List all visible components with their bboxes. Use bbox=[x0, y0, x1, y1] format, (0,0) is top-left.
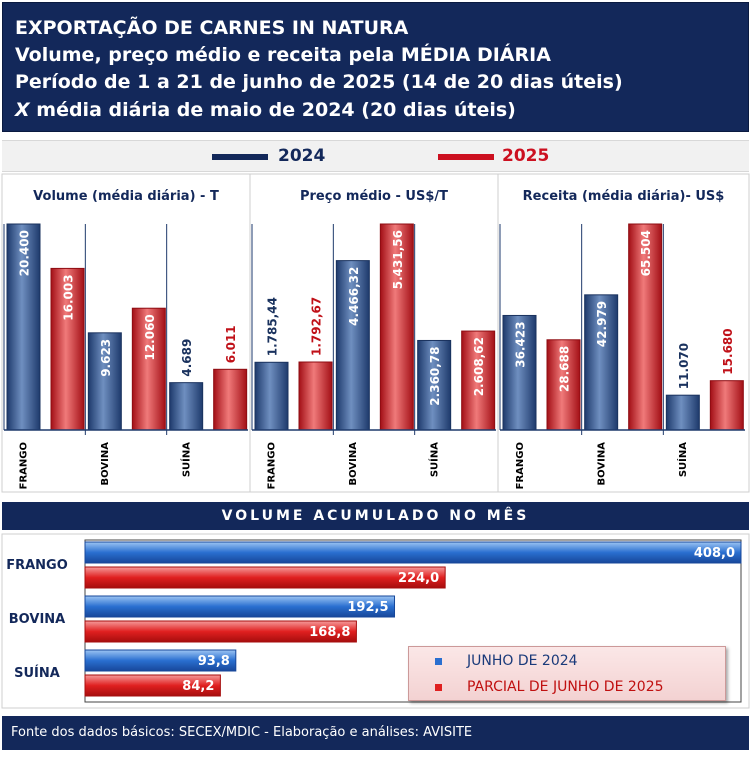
header-comparison-prefix: X bbox=[15, 99, 30, 121]
bar-suína-2025 bbox=[213, 368, 248, 431]
bar-suína-2024 bbox=[665, 394, 700, 431]
legend-2025-swatch bbox=[438, 154, 494, 160]
bar-bovina-2024 bbox=[87, 332, 122, 431]
bar-bovina-2024 bbox=[335, 260, 370, 431]
bar-value-label: 5.431,56 bbox=[391, 230, 405, 289]
monthly-volume-title: VOLUME ACUMULADO NO MÊS bbox=[2, 502, 749, 530]
bar-frango-2024 bbox=[502, 314, 537, 431]
bar-frango-2025 bbox=[50, 267, 85, 431]
category-tick-label: BOVINA bbox=[348, 442, 359, 486]
legend-june-2024-swatch bbox=[435, 658, 442, 665]
monthly-bar-value: 408,0 bbox=[694, 546, 735, 561]
category-tick-label: SUÍNA bbox=[427, 442, 440, 477]
bar-value-label: 36.423 bbox=[514, 321, 528, 367]
bar-bovina-2024 bbox=[584, 294, 619, 431]
bar-bovina-2025 bbox=[628, 223, 663, 431]
monthly-bar-suína-2025 bbox=[84, 674, 221, 697]
bar-value-label: 28.688 bbox=[558, 346, 572, 392]
monthly-bar-value: 84,2 bbox=[182, 679, 214, 694]
bar-value-label: 16.003 bbox=[62, 274, 76, 320]
category-tick-label: BOVINA bbox=[597, 442, 608, 486]
category-tick-label: SUÍNA bbox=[179, 442, 192, 477]
monthly-bar-value: 168,8 bbox=[309, 625, 350, 640]
chart-panel-1 bbox=[1, 173, 251, 493]
monthly-category-label: BOVINA bbox=[9, 612, 65, 627]
chart-panel-3 bbox=[497, 173, 750, 493]
category-tick-label: FRANGO bbox=[267, 442, 278, 489]
bar-suína-2025 bbox=[709, 380, 744, 431]
monthly-category-label: FRANGO bbox=[6, 558, 68, 573]
chart-panel-2 bbox=[249, 173, 499, 493]
bar-bovina-2025 bbox=[379, 223, 414, 431]
category-tick-label: FRANGO bbox=[19, 442, 30, 489]
bar-value-label: 9.623 bbox=[99, 339, 113, 377]
header-comparison-text: média diária de maio de 2024 (20 dias út… bbox=[29, 99, 516, 121]
bar-bovina-2025 bbox=[131, 307, 166, 431]
legend-june-2024-label: JUNHO DE 2024 bbox=[467, 653, 578, 669]
category-tick-label: BOVINA bbox=[100, 442, 111, 486]
bar-suína-2024 bbox=[417, 339, 452, 431]
category-tick-label: SUÍNA bbox=[676, 442, 689, 477]
bar-value-label: 15.680 bbox=[721, 328, 735, 374]
monthly-bar-bovina-2024 bbox=[84, 595, 396, 618]
bar-value-label: 4.466,32 bbox=[347, 267, 361, 326]
bar-value-label: 20.400 bbox=[18, 230, 32, 276]
header-comparison: X média diária de maio de 2024 (20 dias … bbox=[15, 99, 516, 121]
monthly-volume-legend: JUNHO DE 2024 PARCIAL DE JUNHO DE 2025 bbox=[408, 646, 726, 701]
bar-frango-2025 bbox=[298, 361, 333, 431]
legend-2024-swatch bbox=[212, 154, 268, 160]
bar-value-label: 1.792,67 bbox=[310, 297, 324, 356]
monthly-bar-suína-2024 bbox=[84, 649, 237, 672]
bar-value-label: 2.360,78 bbox=[428, 346, 442, 405]
monthly-bar-value: 224,0 bbox=[398, 571, 439, 586]
header-subtitle: Volume, preço médio e receita pela MÉDIA… bbox=[15, 44, 551, 66]
legend-june-2025-label: PARCIAL DE JUNHO DE 2025 bbox=[467, 679, 664, 695]
legend-2025-label: 2025 bbox=[502, 146, 550, 166]
header-title: EXPORTAÇÃO DE CARNES IN NATURA bbox=[15, 17, 409, 39]
monthly-bar-frango-2024 bbox=[84, 541, 742, 564]
category-tick-label: FRANGO bbox=[515, 442, 526, 489]
header-panel: EXPORTAÇÃO DE CARNES IN NATURA Volume, p… bbox=[2, 2, 749, 132]
top-legend: 2024 2025 bbox=[2, 140, 749, 172]
monthly-bar-value: 93,8 bbox=[198, 654, 230, 669]
bar-frango-2024 bbox=[6, 223, 41, 431]
bar-value-label: 6.011 bbox=[224, 325, 238, 363]
monthly-bar-bovina-2025 bbox=[84, 620, 357, 643]
bar-value-label: 4.689 bbox=[180, 339, 194, 377]
bar-value-label: 65.504 bbox=[639, 230, 653, 276]
legend-2024-label: 2024 bbox=[278, 146, 326, 166]
bar-frango-2024 bbox=[254, 361, 289, 431]
chart-title-2: Preço médio - US$/T bbox=[300, 189, 448, 204]
header-period: Período de 1 a 21 de junho de 2025 (14 d… bbox=[15, 71, 623, 93]
bar-suína-2024 bbox=[169, 382, 204, 431]
daily-average-charts: Volume (média diária) - T 20.400 16.003 FRA… bbox=[1, 173, 750, 493]
bar-value-label: 2.608,62 bbox=[472, 337, 486, 396]
monthly-bar-value: 192,5 bbox=[347, 600, 388, 615]
monthly-bar-frango-2025 bbox=[84, 566, 446, 589]
legend-june-2025-swatch bbox=[435, 684, 442, 691]
bar-value-label: 11.070 bbox=[677, 343, 691, 389]
chart-title-3: Receita (média diária)- US$ bbox=[523, 189, 725, 204]
bar-value-label: 1.785,44 bbox=[266, 297, 280, 356]
chart-title-1: Volume (média diária) - T bbox=[33, 189, 219, 204]
monthly-category-label: SUÍNA bbox=[14, 665, 60, 681]
bar-value-label: 42.979 bbox=[595, 301, 609, 347]
source-footer: Fonte dos dados básicos: SECEX/MDIC - El… bbox=[2, 716, 749, 750]
bar-value-label: 12.060 bbox=[143, 314, 157, 360]
